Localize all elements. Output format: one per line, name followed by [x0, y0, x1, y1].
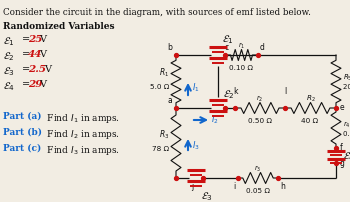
Text: e: e: [340, 103, 345, 113]
Text: $I_1$: $I_1$: [192, 82, 199, 94]
Text: j: j: [191, 182, 193, 191]
Text: Find $I_2$ in amps.: Find $I_2$ in amps.: [44, 128, 120, 141]
Text: l: l: [284, 87, 286, 96]
Text: $R_5$
20 Ω: $R_5$ 20 Ω: [343, 73, 350, 90]
Text: Randomized Variables: Randomized Variables: [3, 22, 114, 31]
Text: =: =: [22, 50, 30, 59]
Text: $r_4$
0.20 Ω: $r_4$ 0.20 Ω: [343, 119, 350, 137]
Text: i: i: [234, 182, 236, 191]
Text: $\mathcal{E}_2$: $\mathcal{E}_2$: [223, 88, 235, 101]
Text: 78 Ω: 78 Ω: [152, 146, 169, 152]
Text: 0.50 Ω: 0.50 Ω: [248, 118, 272, 124]
Text: 44: 44: [28, 50, 42, 59]
Text: f: f: [340, 143, 343, 153]
Text: $\mathcal{E}_3$: $\mathcal{E}_3$: [3, 65, 15, 78]
Text: 29: 29: [28, 80, 42, 89]
Text: Find $I_3$ in amps.: Find $I_3$ in amps.: [44, 144, 120, 157]
Text: V: V: [39, 80, 46, 89]
Text: V: V: [39, 35, 46, 44]
Text: b: b: [167, 43, 172, 52]
Text: k: k: [233, 87, 237, 96]
Text: d: d: [260, 43, 265, 52]
Text: $R_2$: $R_2$: [306, 94, 315, 104]
Text: V: V: [39, 50, 46, 59]
Text: $R_3$: $R_3$: [159, 129, 169, 141]
Text: $I_2$: $I_2$: [211, 114, 219, 126]
Text: 25: 25: [28, 35, 42, 44]
Text: $R_1$: $R_1$: [159, 67, 169, 79]
Text: a: a: [167, 96, 172, 105]
Text: $r_2$: $r_2$: [257, 94, 264, 104]
Text: $\mathcal{E}_1$: $\mathcal{E}_1$: [3, 35, 15, 48]
Text: =: =: [22, 65, 30, 74]
Text: Consider the circuit in the diagram, with sources of emf listed below.: Consider the circuit in the diagram, wit…: [3, 8, 311, 17]
Text: $r_3$: $r_3$: [254, 164, 262, 174]
Text: Part (b): Part (b): [3, 128, 42, 137]
Text: $\mathcal{E}_4$: $\mathcal{E}_4$: [343, 151, 350, 163]
Text: 2.5: 2.5: [28, 65, 46, 74]
Text: $I_3$: $I_3$: [192, 140, 200, 152]
Text: 5.0 Ω: 5.0 Ω: [150, 84, 169, 90]
Text: 40 Ω: 40 Ω: [301, 118, 319, 124]
Text: V: V: [44, 65, 51, 74]
Text: 0.10 Ω: 0.10 Ω: [229, 65, 253, 71]
Text: Part (c): Part (c): [3, 144, 41, 153]
Text: Part (a): Part (a): [3, 112, 42, 121]
Text: $\mathcal{E}_4$: $\mathcal{E}_4$: [3, 80, 15, 93]
Text: 0.05 Ω: 0.05 Ω: [246, 188, 270, 194]
Text: Find $I_1$ in amps.: Find $I_1$ in amps.: [44, 112, 120, 125]
Text: =: =: [22, 80, 30, 89]
Text: $\mathcal{E}_3$: $\mathcal{E}_3$: [201, 190, 213, 202]
Text: g: g: [340, 159, 345, 167]
Text: $\mathcal{E}_1$: $\mathcal{E}_1$: [222, 33, 234, 46]
Text: h: h: [280, 182, 285, 191]
Text: =: =: [22, 35, 30, 44]
Text: c: c: [225, 43, 229, 52]
Text: $r_1$: $r_1$: [238, 41, 245, 51]
Text: $\mathcal{E}_2$: $\mathcal{E}_2$: [3, 50, 15, 63]
